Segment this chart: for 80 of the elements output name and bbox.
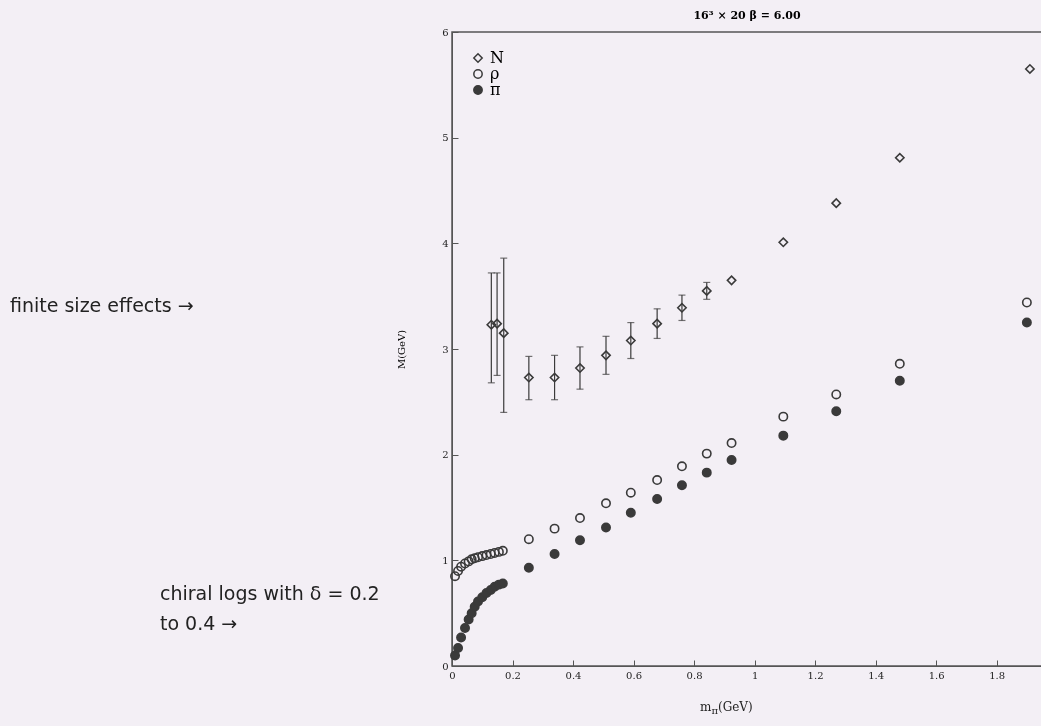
point	[485, 549, 496, 559]
text: finite size effects →	[10, 293, 195, 318]
point	[601, 350, 611, 361]
point	[450, 650, 461, 661]
point	[701, 467, 712, 478]
point	[625, 507, 636, 518]
point	[498, 328, 509, 339]
point	[575, 513, 585, 524]
text: chiral logs with δ = 0.2 to 0.4 →	[160, 581, 381, 637]
x-tick-label: 1	[751, 669, 759, 681]
point	[523, 372, 534, 383]
point	[453, 643, 464, 654]
point	[676, 461, 687, 472]
point	[701, 448, 712, 459]
point	[489, 547, 500, 558]
point	[523, 534, 534, 545]
point	[473, 552, 483, 563]
point	[601, 522, 611, 533]
point	[1024, 64, 1035, 74]
point	[778, 237, 789, 248]
point	[453, 565, 464, 576]
point	[894, 152, 905, 163]
chart-title: 16³ × 20 β = 6.00	[693, 9, 801, 22]
x-tick-label: 0.8	[686, 669, 703, 681]
point	[575, 363, 585, 373]
y-axis-title: M(GeV)	[396, 329, 408, 370]
y-tick-label: 0	[442, 660, 449, 672]
y-tick-label: 1	[442, 554, 449, 566]
point	[486, 319, 497, 330]
point	[1021, 297, 1032, 308]
x-tick-label: 1.6	[928, 669, 945, 681]
point	[549, 549, 560, 559]
point	[701, 285, 712, 296]
point	[492, 318, 503, 329]
point	[625, 487, 636, 498]
point	[601, 498, 611, 509]
x-tick-label: 0.2	[505, 669, 521, 681]
point	[460, 558, 470, 569]
y-tick-label: 5	[442, 132, 449, 144]
point	[575, 535, 585, 546]
point	[477, 551, 488, 562]
x-tick-label: 1.2	[807, 669, 824, 681]
point	[676, 480, 687, 491]
point	[831, 389, 842, 400]
y-tick-label: 2	[442, 449, 449, 461]
point	[497, 545, 508, 556]
point	[456, 561, 467, 572]
point	[831, 198, 842, 209]
point	[460, 622, 470, 633]
point	[894, 358, 905, 369]
legend-label: ρ	[490, 64, 500, 83]
point	[1021, 317, 1032, 328]
x-tick-label: 0.6	[626, 669, 642, 681]
point	[652, 475, 663, 485]
point	[676, 302, 687, 313]
y-tick-label: 3	[442, 343, 449, 355]
point	[652, 494, 663, 505]
point	[456, 632, 467, 643]
point	[625, 335, 636, 346]
point	[778, 411, 789, 422]
point	[450, 571, 461, 582]
x-tick-label: 1.8	[989, 669, 1006, 681]
point	[549, 372, 560, 383]
x-tick-label: 0.4	[565, 669, 582, 681]
point	[726, 454, 737, 465]
point	[652, 318, 663, 329]
y-tick-label: 4	[442, 237, 449, 249]
point	[549, 523, 560, 534]
point	[831, 406, 842, 417]
point	[726, 438, 737, 449]
x-axis-title: m$_{π}$(GeV)	[700, 700, 753, 717]
point	[493, 546, 504, 557]
y-tick-label: 6	[442, 26, 449, 38]
point	[778, 430, 789, 441]
point	[894, 375, 905, 386]
legend-label: N	[490, 48, 504, 67]
point	[481, 550, 492, 561]
point	[726, 275, 737, 286]
x-tick-label: 1.4	[868, 669, 885, 681]
point	[523, 562, 534, 573]
